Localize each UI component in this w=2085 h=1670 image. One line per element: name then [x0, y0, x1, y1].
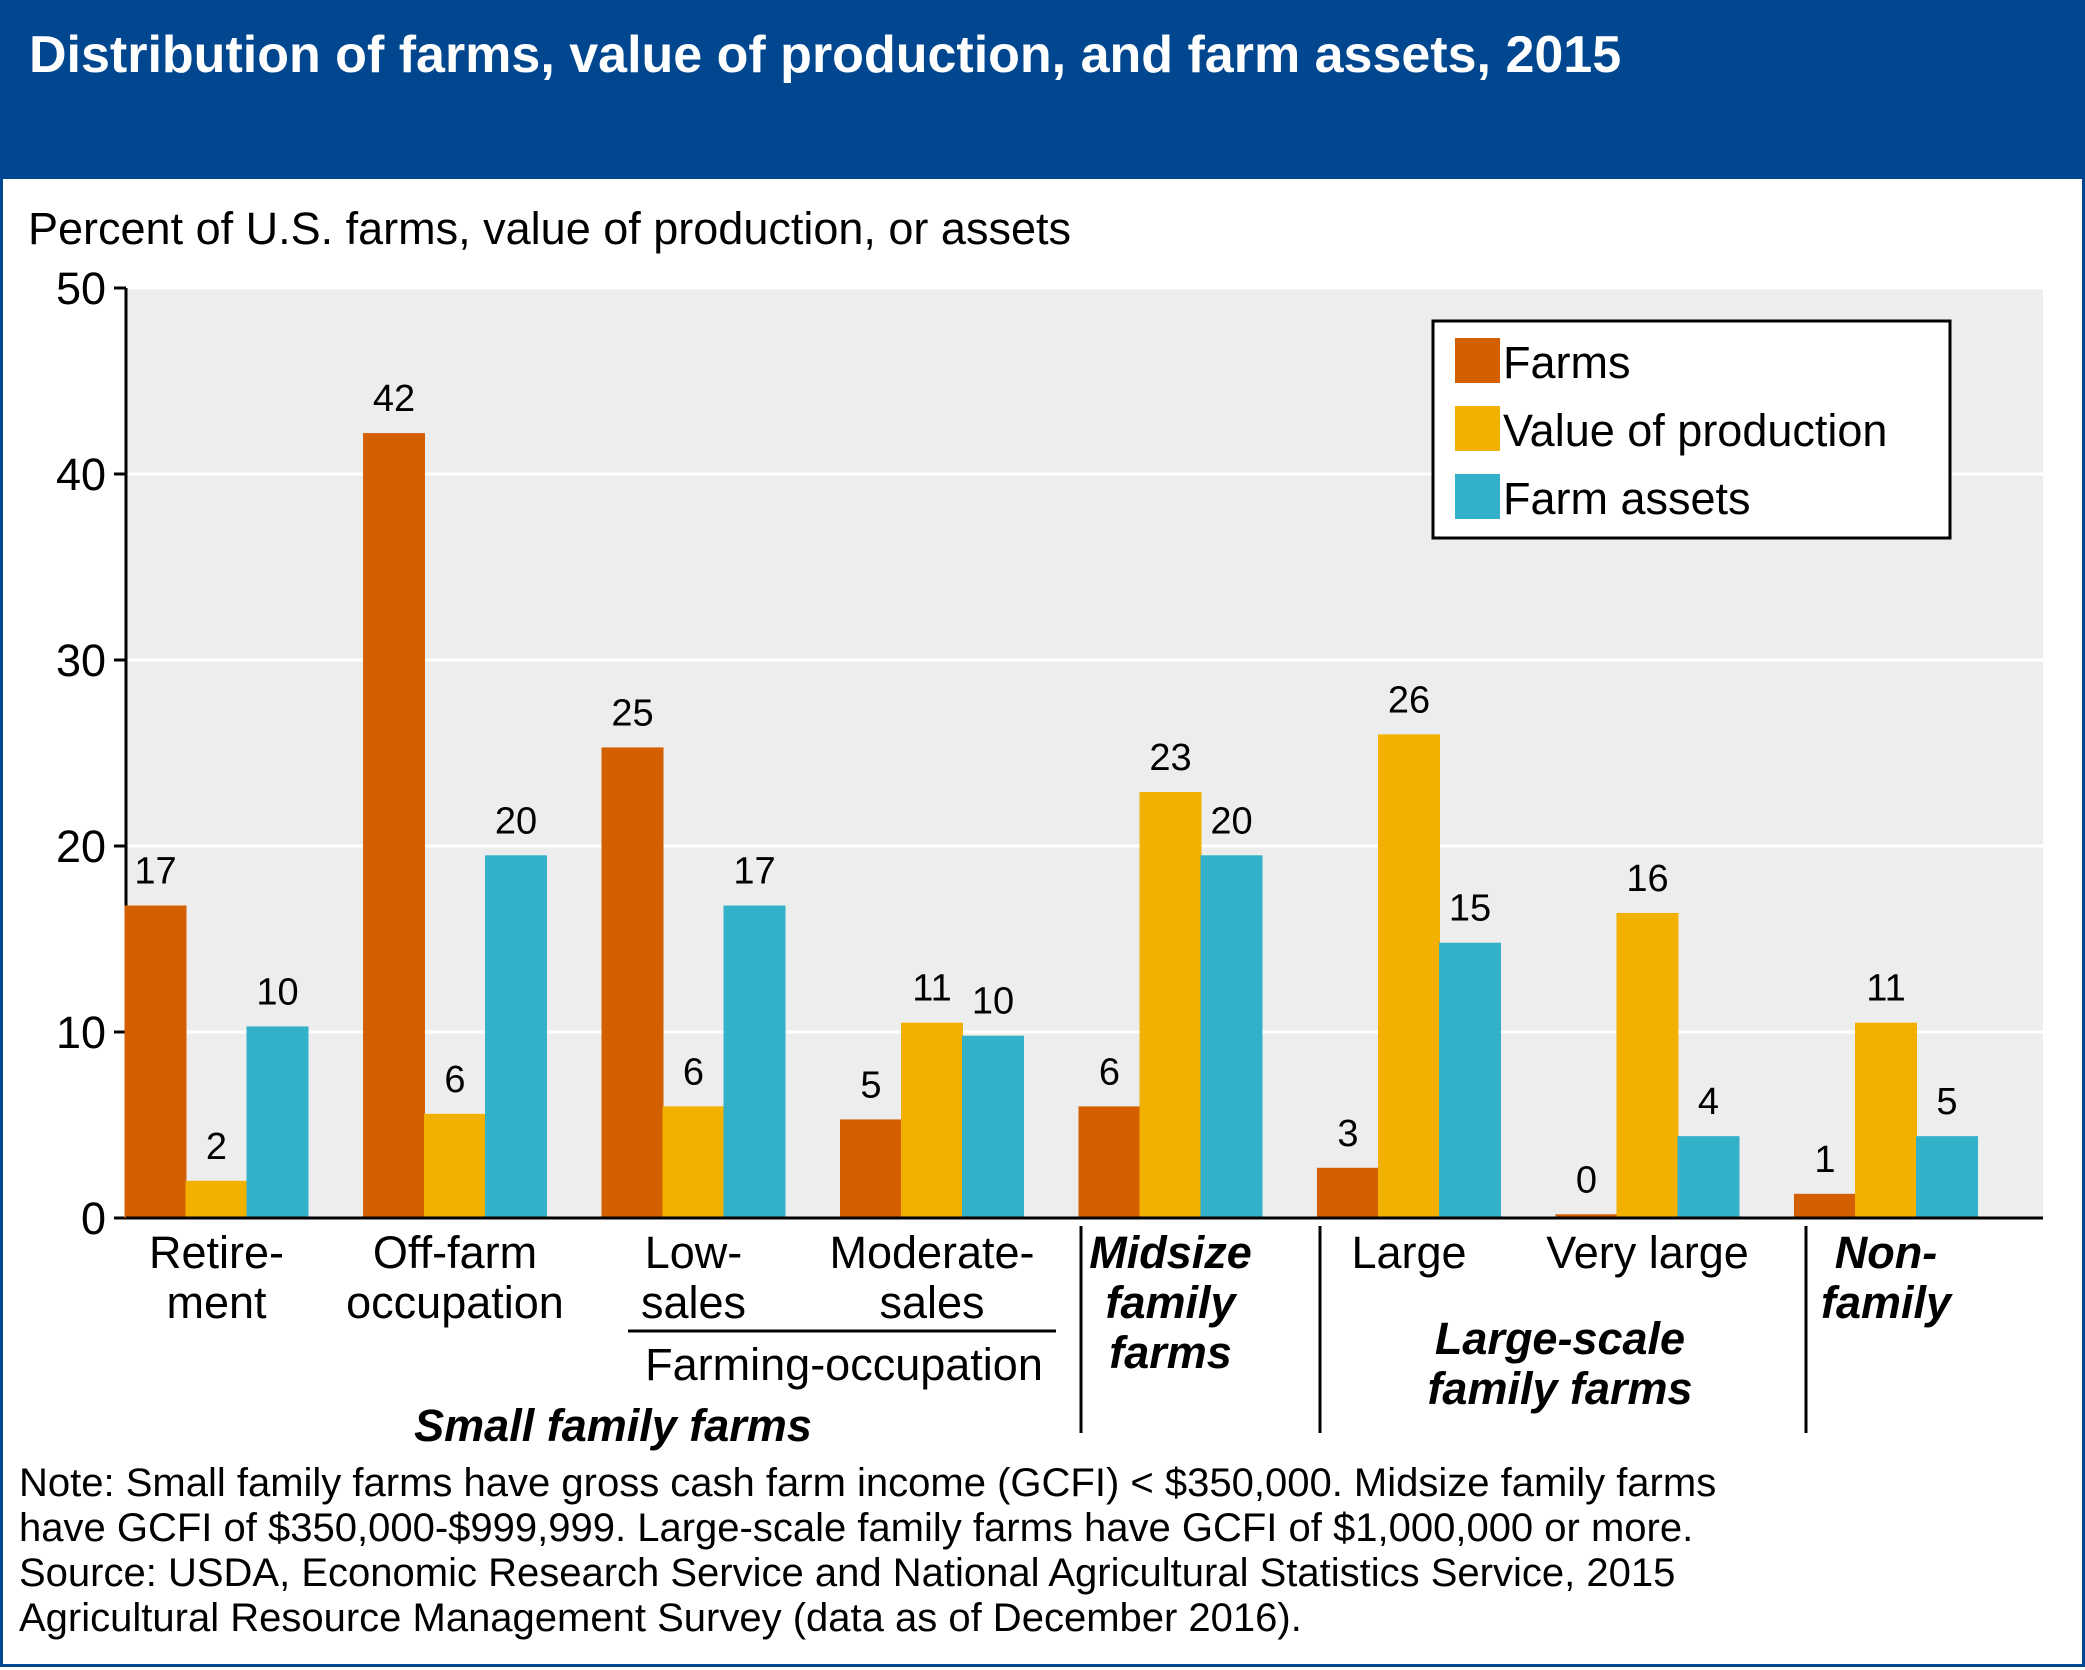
x-tick-label: Large: [1351, 1227, 1466, 1278]
data-label: 0: [1576, 1159, 1597, 1201]
data-label: 26: [1388, 679, 1430, 721]
data-label: 11: [1866, 968, 1905, 1010]
x-tick-label: Off-farm: [373, 1227, 537, 1278]
legend-label: Farm assets: [1503, 473, 1751, 524]
legend-swatch: [1455, 406, 1500, 451]
data-label: 6: [683, 1051, 704, 1093]
data-label: 20: [1210, 800, 1252, 842]
data-label: 3: [1337, 1113, 1358, 1155]
y-tick-label: 30: [56, 635, 106, 686]
bar: [1439, 942, 1501, 1218]
bar: [246, 1026, 309, 1218]
legend-box: [1431, 319, 1952, 540]
data-label: 6: [1099, 1051, 1120, 1093]
data-label: 25: [611, 692, 653, 734]
bar: [363, 433, 425, 1219]
y-tick-label: 40: [56, 449, 106, 500]
bar: [1677, 1136, 1740, 1218]
x-tick-label: Retire-: [149, 1227, 284, 1278]
x-tick-label: ment: [166, 1277, 267, 1328]
bar: [962, 1035, 1024, 1218]
legend-swatch: [1455, 474, 1500, 519]
bar: [1616, 912, 1679, 1218]
bar: [1794, 1193, 1856, 1218]
x-tick-label: Midsize: [1089, 1227, 1252, 1278]
x-tick-label: sales: [641, 1277, 746, 1328]
bar: [723, 905, 786, 1218]
bar: [185, 1180, 248, 1218]
x-tick-label: family: [1821, 1277, 1953, 1328]
bar: [1078, 1106, 1141, 1218]
group-label: Farming-occupation: [645, 1339, 1043, 1390]
note-line: Note: Small family farms have gross cash…: [19, 1461, 1717, 1505]
bar: [124, 905, 187, 1218]
legend-swatch: [1455, 338, 1500, 383]
data-label: 16: [1626, 858, 1668, 900]
x-tick-label: family: [1105, 1277, 1237, 1328]
data-label: 42: [373, 378, 415, 420]
y-tick-label: 50: [56, 263, 106, 314]
bar: [840, 1119, 902, 1218]
data-label: 15: [1449, 888, 1491, 930]
bar: [1916, 1136, 1978, 1218]
y-axis-label: Percent of U.S. farms, value of producti…: [28, 203, 1071, 254]
group-label: family farms: [1427, 1363, 1692, 1414]
bar: [485, 855, 547, 1218]
note-line: Source: USDA, Economic Research Service …: [19, 1551, 1676, 1595]
x-tick-label: Moderate-: [829, 1227, 1034, 1278]
x-tick-label: farms: [1109, 1327, 1232, 1378]
title-bar: Distribution of farms, value of producti…: [3, 3, 2085, 179]
bar: [1317, 1167, 1379, 1218]
bar: [601, 747, 664, 1218]
note-line: have GCFI of $350,000-$999,999. Large-sc…: [19, 1506, 1694, 1550]
y-tick-label: 10: [56, 1007, 106, 1058]
x-tick-label: occupation: [346, 1277, 564, 1328]
data-label: 10: [972, 981, 1014, 1023]
bar: [662, 1106, 725, 1218]
bar: [1555, 1214, 1618, 1218]
bar: [1139, 792, 1202, 1218]
bar: [1378, 734, 1440, 1218]
group-label: Small family farms: [414, 1400, 812, 1451]
bar: [1855, 1022, 1917, 1218]
chart-title: Distribution of farms, value of producti…: [29, 26, 1622, 84]
group-label: Large-scale: [1435, 1313, 1685, 1364]
x-tick-label: Very large: [1546, 1227, 1749, 1278]
data-label: 1: [1814, 1139, 1835, 1181]
data-label: 2: [206, 1126, 227, 1168]
data-label: 5: [1936, 1081, 1957, 1123]
y-tick-label: 0: [81, 1193, 106, 1244]
data-label: 17: [733, 851, 775, 893]
data-label: 10: [256, 971, 298, 1013]
legend-label: Value of production: [1503, 405, 1887, 456]
x-tick-label: Non-: [1835, 1227, 1937, 1278]
bar: [424, 1113, 486, 1218]
x-tick-label: Low-: [645, 1227, 743, 1278]
data-label: 5: [860, 1064, 881, 1106]
data-label: 11: [912, 968, 951, 1010]
y-tick-label: 20: [56, 821, 106, 872]
legend-label: Farms: [1503, 337, 1631, 388]
data-label: 4: [1698, 1081, 1719, 1123]
bar: [901, 1022, 963, 1218]
data-label: 6: [444, 1059, 465, 1101]
data-label: 23: [1149, 737, 1191, 779]
data-label: 20: [495, 800, 537, 842]
note-line: Agricultural Resource Management Survey …: [19, 1596, 1302, 1640]
chart-note: Note: Small family farms have gross cash…: [19, 1461, 2069, 1641]
data-label: 17: [134, 851, 176, 893]
bar: [1200, 855, 1263, 1218]
x-tick-label: sales: [879, 1277, 984, 1328]
